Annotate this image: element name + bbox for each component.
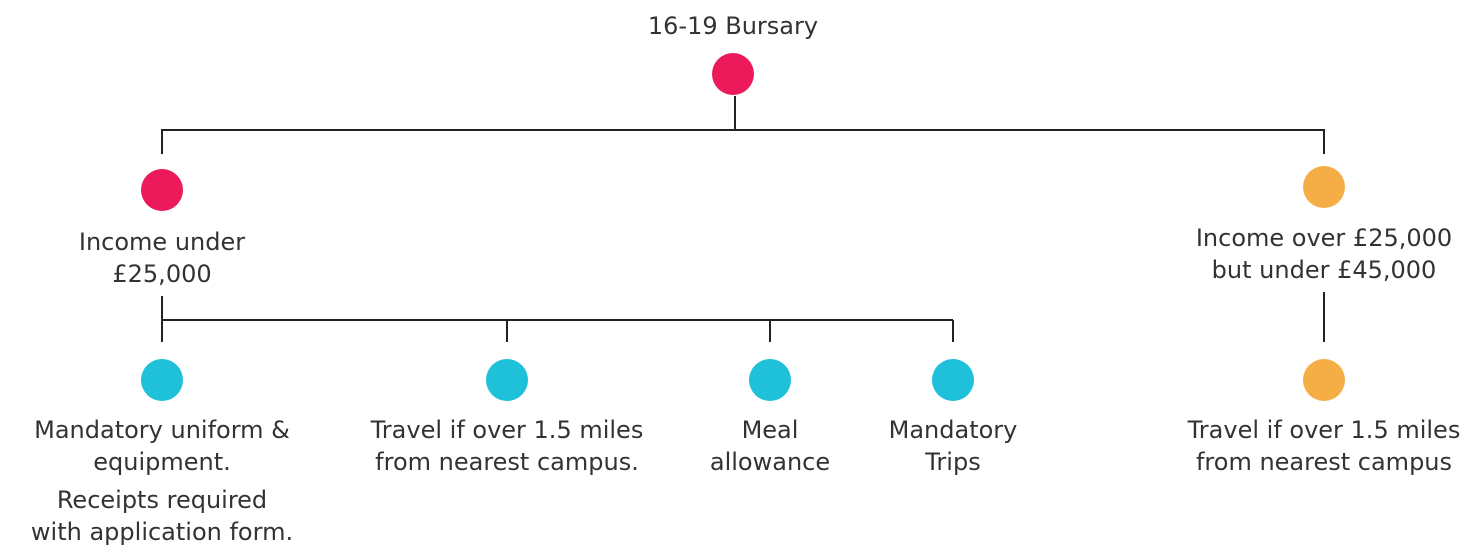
- node-dot: [749, 359, 791, 401]
- connectors: [161, 96, 1325, 342]
- node-label: £25,000: [112, 260, 211, 288]
- node-note: Receipts required: [57, 486, 267, 514]
- node-label: Mandatory: [889, 416, 1018, 444]
- node-label: from nearest campus.: [375, 448, 639, 476]
- node-label: Travel if over 1.5 miles: [370, 416, 644, 444]
- node-label: Income under: [79, 228, 245, 256]
- node-label: from nearest campus: [1196, 448, 1452, 476]
- labels: 16-19 Bursary Income under £25,000 Incom…: [31, 12, 1460, 546]
- node-label: Travel if over 1.5 miles: [1187, 416, 1461, 444]
- node-label: but under £45,000: [1212, 256, 1437, 284]
- node-dot: [932, 359, 974, 401]
- node-dot: [486, 359, 528, 401]
- node-label: Mandatory uniform &: [34, 416, 290, 444]
- node-dot: [1303, 359, 1345, 401]
- node-dot: [1303, 166, 1345, 208]
- node-dot: [141, 359, 183, 401]
- node-dot: [141, 169, 183, 211]
- node-dots: [141, 53, 1345, 401]
- node-label: allowance: [710, 448, 830, 476]
- node-dot: [712, 53, 754, 95]
- node-label: 16-19 Bursary: [648, 12, 818, 40]
- node-label: equipment.: [93, 448, 231, 476]
- node-note: with application form.: [31, 518, 293, 546]
- node-label: Trips: [924, 448, 980, 476]
- node-label: Income over £25,000: [1196, 224, 1452, 252]
- node-label: Meal: [742, 416, 799, 444]
